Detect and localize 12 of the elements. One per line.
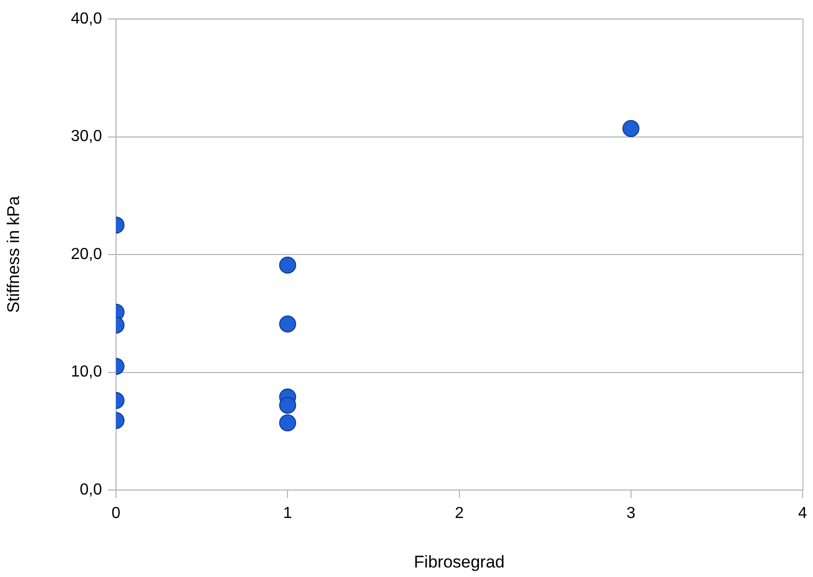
y-tick-label: 40,0 [70,10,102,28]
x-tick-label: 1 [283,505,292,522]
y-tick-label: 10,0 [70,364,102,381]
x-tick-label: 0 [112,505,121,522]
y-tick-label: 0,0 [80,481,102,498]
x-tick-label: 4 [798,505,808,522]
x-tick-label: 3 [626,505,636,522]
y-tick-label: 20,0 [70,246,102,263]
x-tick-label: 2 [454,505,464,522]
y-axis-title: Stiffness in kPa [4,196,23,313]
x-axis-title: Fibrosegrad [414,552,505,572]
y-tick-label: 30,0 [70,128,102,146]
